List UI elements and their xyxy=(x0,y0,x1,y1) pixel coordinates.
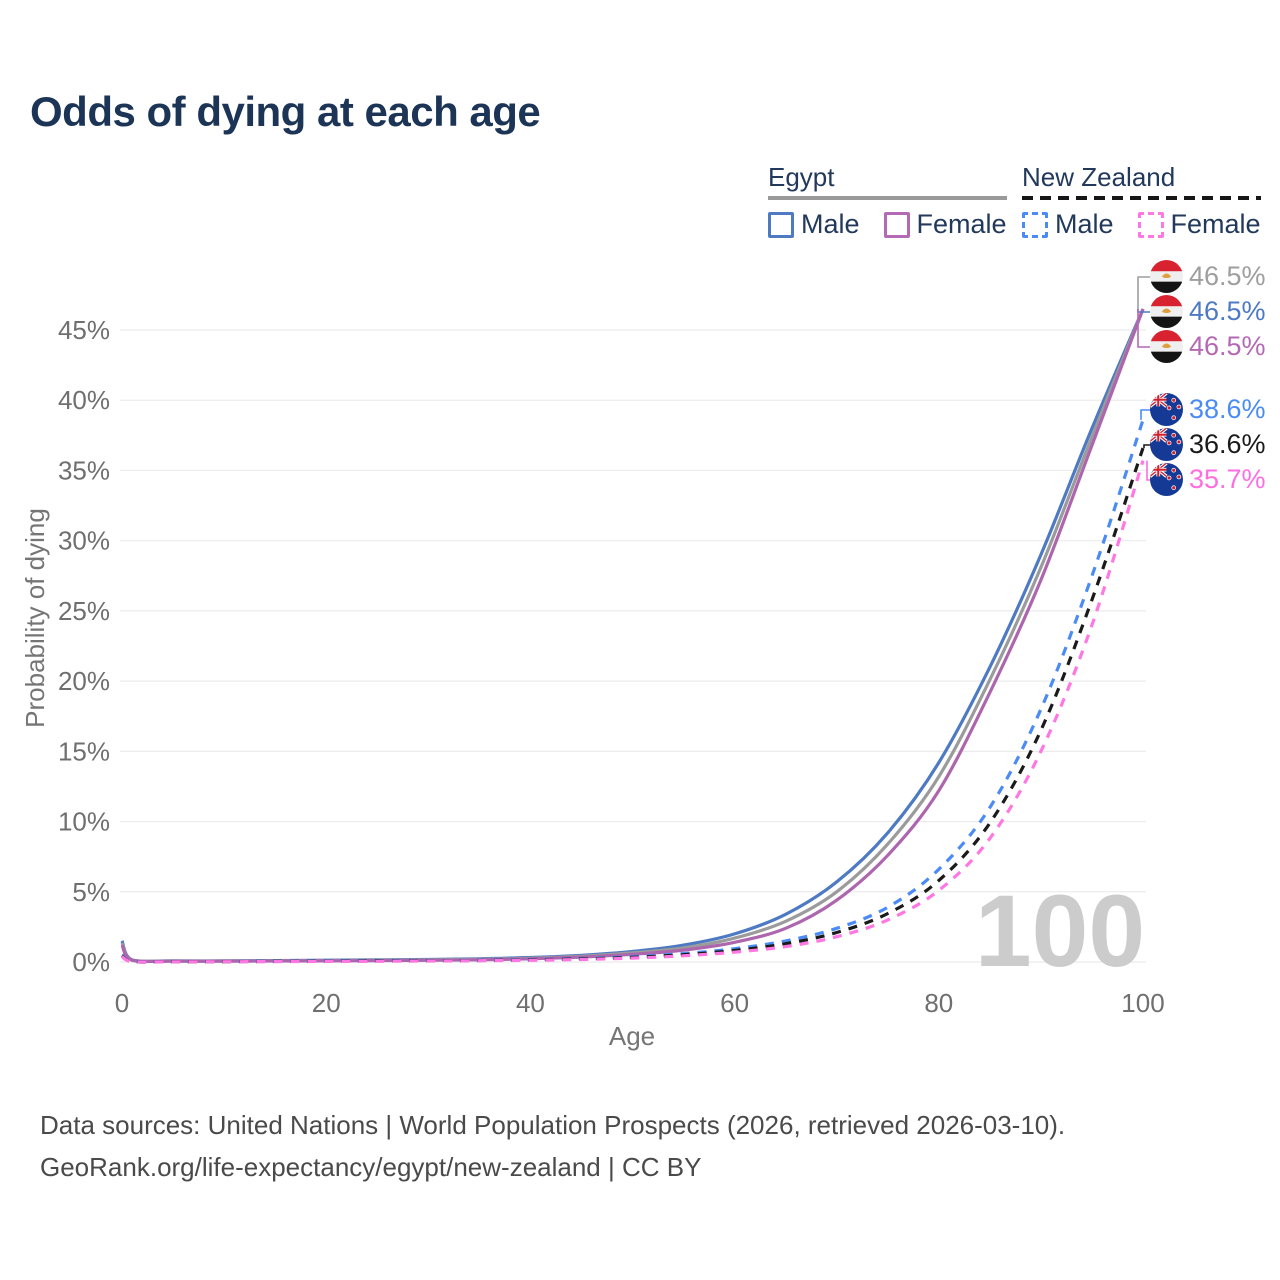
svg-text:40%: 40% xyxy=(58,385,110,415)
svg-text:Probability of dying: Probability of dying xyxy=(20,508,50,728)
legend-label-nz-female: Female xyxy=(1170,209,1261,239)
egypt-flag-icon xyxy=(1150,295,1183,328)
egypt-flag-icon xyxy=(1150,260,1183,293)
egypt-flag-icon xyxy=(1150,330,1183,363)
end-value-nz-both: 36.6% xyxy=(1189,429,1266,459)
attribution-line: GeoRank.org/life-expectancy/egypt/new-ze… xyxy=(40,1152,702,1182)
page-title: Odds of dying at each age xyxy=(30,88,541,135)
legend-label-nz-male: Male xyxy=(1055,209,1114,239)
svg-text:30%: 30% xyxy=(58,526,110,556)
end-value-egypt-both: 46.5% xyxy=(1189,261,1266,291)
svg-text:5%: 5% xyxy=(72,877,110,907)
end-label-nz-male: 38.6% xyxy=(1150,393,1266,426)
svg-text:35%: 35% xyxy=(58,455,110,485)
svg-text:15%: 15% xyxy=(58,736,110,766)
mortality-line-chart[interactable]: 0% 5% 10% 15% 20% 25% 30% 35% 40% 45% 0 20 40 60 80 100… xyxy=(0,250,1280,1080)
svg-text:10%: 10% xyxy=(58,807,110,837)
svg-text:Age: Age xyxy=(609,1021,655,1051)
legend-label-egypt-female: Female xyxy=(916,209,1007,239)
svg-text:25%: 25% xyxy=(58,596,110,626)
svg-text:60: 60 xyxy=(720,988,749,1018)
svg-text:100: 100 xyxy=(975,874,1145,988)
new-zealand-flag-icon xyxy=(1150,428,1183,461)
end-value-nz-male: 38.6% xyxy=(1189,394,1266,424)
end-label-egypt-both: 46.5% xyxy=(1150,260,1266,293)
legend-group-egypt[interactable]: Egypt Male Female xyxy=(768,162,1007,240)
end-value-egypt-male: 46.5% xyxy=(1189,296,1266,326)
svg-text:45%: 45% xyxy=(58,315,110,345)
svg-text:0%: 0% xyxy=(72,947,110,977)
end-label-egypt-male: 46.5% xyxy=(1150,295,1266,328)
end-label-nz-female: 35.7% xyxy=(1150,463,1266,496)
legend-group-new-zealand[interactable]: New Zealand Male Female xyxy=(1022,162,1261,240)
svg-text:0: 0 xyxy=(115,988,129,1018)
new-zealand-flag-icon xyxy=(1150,463,1183,496)
legend-item-egypt-female[interactable]: Female xyxy=(883,209,1007,240)
data-source-note: Data sources: United Nations | World Pop… xyxy=(40,1104,1065,1188)
svg-text:20%: 20% xyxy=(58,666,110,696)
legend-underline-new-zealand xyxy=(1022,196,1261,200)
svg-text:80: 80 xyxy=(924,988,953,1018)
end-value-egypt-female: 46.5% xyxy=(1189,331,1266,361)
svg-text:20: 20 xyxy=(312,988,341,1018)
svg-text:100: 100 xyxy=(1121,988,1164,1018)
legend-swatch-egypt-female[interactable] xyxy=(883,211,910,238)
legend-swatch-egypt-male[interactable] xyxy=(768,211,794,238)
legend-country-new-zealand[interactable]: New Zealand xyxy=(1022,162,1176,192)
new-zealand-flag-icon xyxy=(1150,393,1183,426)
legend-underline-egypt xyxy=(768,196,1007,200)
end-label-nz-both: 36.6% xyxy=(1150,428,1266,461)
data-source-line: Data sources: United Nations | World Pop… xyxy=(40,1110,1066,1140)
end-label-egypt-female: 46.5% xyxy=(1150,330,1266,363)
legend-swatch-nz-male[interactable] xyxy=(1022,211,1048,238)
legend-item-nz-male[interactable]: Male xyxy=(1022,209,1114,240)
legend-country-egypt[interactable]: Egypt xyxy=(768,162,835,192)
legend-item-nz-female[interactable]: Female xyxy=(1137,209,1261,240)
legend-item-egypt-male[interactable]: Male xyxy=(768,209,860,240)
end-value-nz-female: 35.7% xyxy=(1189,464,1266,494)
legend-swatch-nz-female[interactable] xyxy=(1137,211,1164,238)
legend-label-egypt-male: Male xyxy=(801,209,860,239)
svg-text:40: 40 xyxy=(516,988,545,1018)
